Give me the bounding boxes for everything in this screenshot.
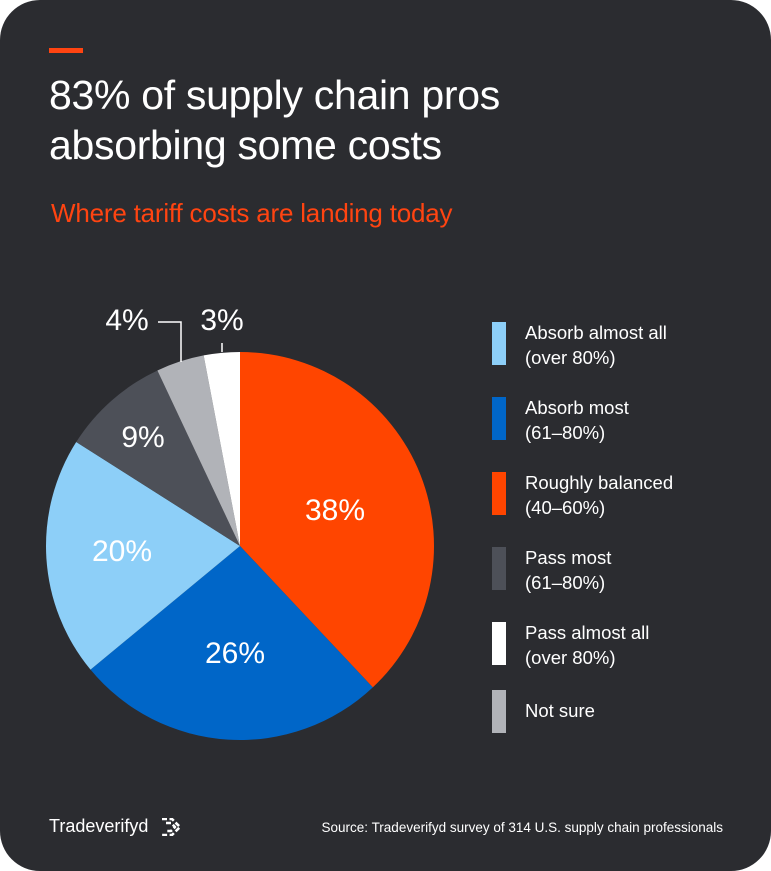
- pie-slice-label: 9%: [121, 421, 164, 454]
- accent-bar: [49, 48, 83, 53]
- pie-slice-label: 20%: [92, 535, 152, 568]
- pie-slices: [45, 352, 434, 740]
- pie-slice: [76, 370, 241, 546]
- legend-swatch: [492, 690, 506, 733]
- legend-swatch: [492, 547, 506, 590]
- legend-swatch: [492, 397, 506, 440]
- pie-slice-label: 26%: [205, 637, 265, 670]
- page-title: 83% of supply chain pros absorbing some …: [49, 70, 729, 170]
- brand-name: Tradeverifyd: [49, 816, 149, 836]
- pie-leader-lines: [158, 321, 223, 362]
- legend-label: Not sure: [525, 700, 595, 721]
- legend-swatch: [492, 472, 506, 515]
- pie-value-labels: 38% 26% 20% 9% 4% 3%: [92, 304, 365, 670]
- legend-label: Pass most (61–80%): [525, 547, 612, 593]
- source-note: Source: Tradeverifyd survey of 314 U.S. …: [321, 820, 723, 835]
- pie-slice-label: 4%: [105, 304, 148, 337]
- pie-slice-label: 3%: [200, 304, 243, 337]
- brand: Tradeverifyd: [49, 816, 182, 837]
- legend-label: Roughly balanced (40–60%): [525, 472, 674, 518]
- pie-slice: [90, 546, 373, 740]
- title-line-1: 83% of supply chain pros: [49, 72, 500, 118]
- pie-slice: [240, 352, 434, 688]
- title-line-2: absorbing some costs: [49, 122, 442, 168]
- legend-label: Pass almost all (over 80%): [525, 622, 650, 668]
- legend-swatch: [492, 322, 506, 365]
- chart-subtitle: Where tariff costs are landing today: [51, 198, 453, 228]
- legend-swatch: [492, 622, 506, 665]
- pie-slice: [203, 352, 240, 546]
- pie-slice-label: 38%: [305, 494, 365, 527]
- legend-label: Absorb almost all (over 80%): [525, 322, 667, 368]
- pie-slice: [157, 355, 240, 546]
- pie-slice: [45, 442, 240, 670]
- legend-label: Absorb most (61–80%): [525, 397, 629, 443]
- leader-line: [158, 321, 182, 362]
- tradeverifyd-logo-icon: [162, 818, 182, 836]
